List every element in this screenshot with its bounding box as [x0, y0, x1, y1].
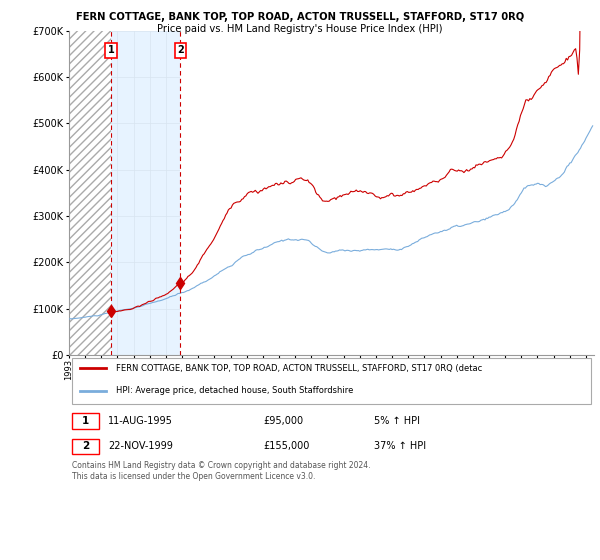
- Bar: [111, 31, 181, 355]
- Bar: [181, 31, 594, 355]
- FancyBboxPatch shape: [71, 413, 99, 428]
- Bar: [69, 31, 111, 355]
- Text: 5% ↑ HPI: 5% ↑ HPI: [373, 416, 419, 426]
- Text: 2: 2: [82, 441, 89, 451]
- Text: 37% ↑ HPI: 37% ↑ HPI: [373, 441, 425, 451]
- Text: 22-NOV-1999: 22-NOV-1999: [109, 441, 173, 451]
- Text: HPI: Average price, detached house, South Staffordshire: HPI: Average price, detached house, Sout…: [116, 386, 353, 395]
- Text: FERN COTTAGE, BANK TOP, TOP ROAD, ACTON TRUSSELL, STAFFORD, ST17 0RQ: FERN COTTAGE, BANK TOP, TOP ROAD, ACTON …: [76, 12, 524, 22]
- Text: FERN COTTAGE, BANK TOP, TOP ROAD, ACTON TRUSSELL, STAFFORD, ST17 0RQ (detac: FERN COTTAGE, BANK TOP, TOP ROAD, ACTON …: [116, 364, 482, 373]
- Text: 2: 2: [177, 45, 184, 55]
- Text: £95,000: £95,000: [263, 416, 304, 426]
- Text: Price paid vs. HM Land Registry's House Price Index (HPI): Price paid vs. HM Land Registry's House …: [157, 24, 443, 34]
- FancyBboxPatch shape: [71, 438, 99, 454]
- Text: 1: 1: [108, 45, 115, 55]
- Text: Contains HM Land Registry data © Crown copyright and database right 2024.
This d: Contains HM Land Registry data © Crown c…: [71, 461, 370, 481]
- FancyBboxPatch shape: [71, 358, 592, 404]
- Text: 1: 1: [82, 416, 89, 426]
- Text: 11-AUG-1995: 11-AUG-1995: [109, 416, 173, 426]
- Text: £155,000: £155,000: [263, 441, 310, 451]
